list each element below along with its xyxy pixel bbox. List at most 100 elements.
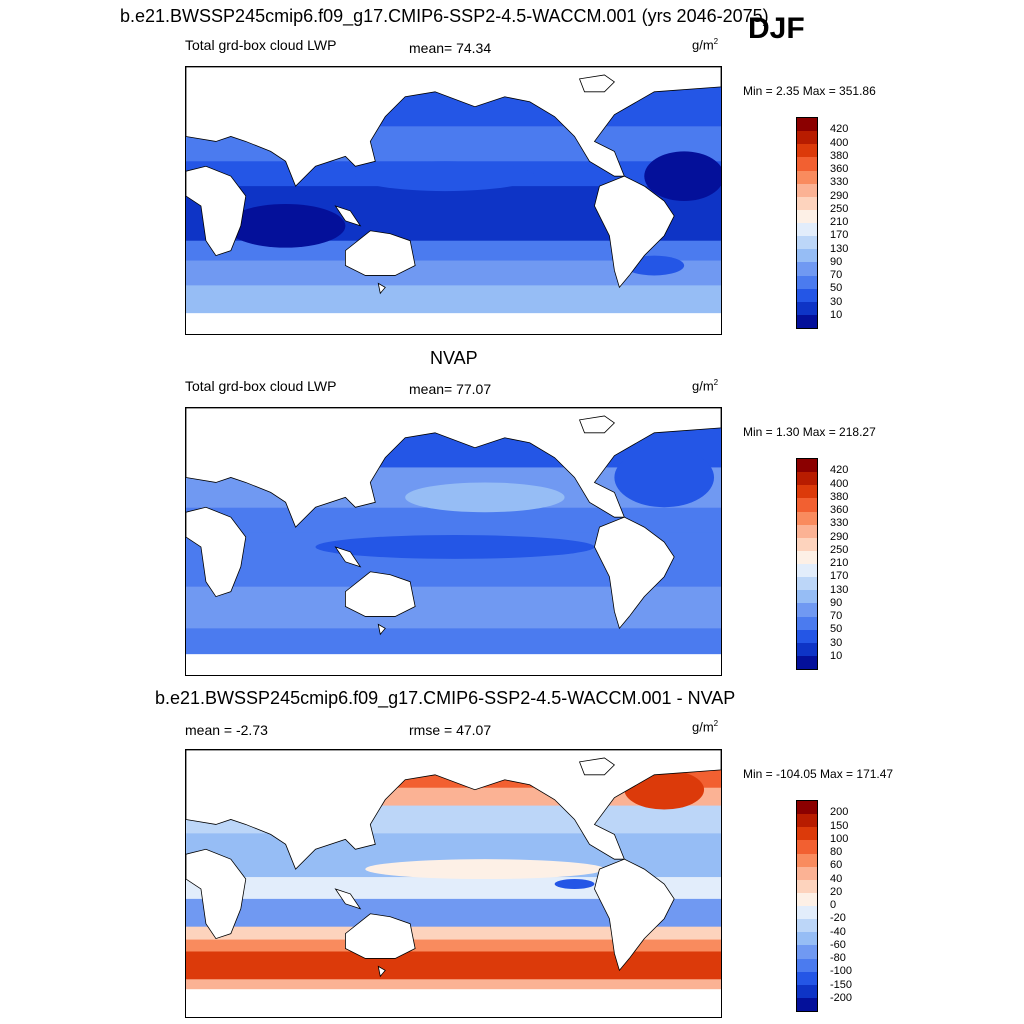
- colorbar-tick-label: 210: [830, 216, 849, 228]
- colorbar-obs: [796, 458, 818, 670]
- colorbar-swatch: [797, 616, 817, 630]
- colorbar-tick-label: 170: [830, 229, 849, 242]
- colorbar-tick-label: 90: [830, 596, 843, 609]
- colorbar-swatch: [797, 840, 817, 854]
- colorbar-tick-label: 400: [830, 477, 849, 490]
- colorbar-swatch: [797, 932, 817, 946]
- colorbar-swatch: [797, 642, 817, 656]
- colorbar-tick-label: 380: [830, 149, 849, 162]
- colorbar-tick-label: 50: [830, 623, 843, 636]
- colorbar-tick-label: 330: [830, 176, 849, 189]
- colorbar-tick-label: 250: [830, 202, 849, 215]
- colorbar-swatch: [797, 288, 817, 302]
- panel-variable-label: Total grd-box cloud LWP: [185, 378, 337, 394]
- panel-minmax: Min = 2.35 Max = 351.86: [743, 84, 876, 98]
- season-label: DJF: [748, 12, 805, 45]
- colorbar-swatch: [797, 314, 817, 328]
- colorbar-swatch: [797, 249, 817, 263]
- panel-mean-label: mean= 77.07: [409, 381, 492, 397]
- colorbar-tick-label: -80: [830, 952, 846, 964]
- colorbar-swatch: [797, 223, 817, 237]
- colorbar-swatch: [797, 459, 817, 473]
- colorbar-tick-label: 360: [830, 163, 849, 175]
- panel-mean-label: mean= 74.34: [409, 40, 492, 56]
- colorbar-swatch: [797, 564, 817, 578]
- colorbar-tick-label: 80: [830, 846, 843, 858]
- colorbar-swatch: [797, 485, 817, 499]
- colorbar-swatch: [797, 301, 817, 315]
- colorbar-tick-label: 20: [830, 885, 843, 898]
- colorbar-tick-label: 400: [830, 136, 849, 149]
- colorbar-swatch: [797, 879, 817, 893]
- colorbar-swatch: [797, 629, 817, 643]
- colorbar-tick-label: 200: [830, 806, 849, 819]
- main-title: b.e21.BWSSP245cmip6.f09_g17.CMIP6-SSP2-4…: [120, 6, 769, 26]
- panel-title-diff: b.e21.BWSSP245cmip6.f09_g17.CMIP6-SSP2-4…: [155, 688, 736, 708]
- colorbar-tick-label: 420: [830, 123, 849, 136]
- colorbar-swatch: [797, 537, 817, 551]
- map-diff-canvas: [186, 750, 721, 1017]
- colorbar-tick-label: 290: [830, 530, 849, 543]
- colorbar-tick-label: 30: [830, 295, 843, 308]
- map-diff: [185, 749, 722, 1018]
- colorbar-swatch: [797, 209, 817, 223]
- colorbar-swatch: [797, 892, 817, 906]
- colorbar-tick-label: 100: [830, 832, 849, 845]
- colorbar-tick-label: 10: [830, 649, 843, 662]
- colorbar-tick-label: 30: [830, 636, 843, 649]
- colorbar-swatch: [797, 170, 817, 184]
- colorbar-swatch: [797, 157, 817, 171]
- colorbar-tick-label: 290: [830, 189, 849, 202]
- panel-unit: g/m2: [692, 378, 719, 394]
- colorbar-tick-label: 40: [830, 872, 843, 885]
- colorbar-tick-label: 170: [830, 570, 849, 583]
- map-model-canvas: [186, 67, 721, 334]
- colorbar-tick-label: 50: [830, 282, 843, 295]
- colorbar-swatch: [797, 801, 817, 815]
- colorbar-swatch: [797, 118, 817, 132]
- colorbar-tick-label: -150: [830, 978, 853, 991]
- colorbar-swatch: [797, 997, 817, 1011]
- colorbar-swatch: [797, 919, 817, 933]
- colorbar-swatch: [797, 275, 817, 289]
- colorbar-swatch: [797, 144, 817, 158]
- colorbar-swatch: [797, 655, 817, 669]
- panel-variable-label: Total grd-box cloud LWP: [185, 37, 337, 53]
- colorbar-swatch: [797, 814, 817, 828]
- colorbar-tick-label: 420: [830, 464, 849, 477]
- colorbar-tick-label: 380: [830, 490, 849, 503]
- colorbar-tick-label: 330: [830, 517, 849, 530]
- colorbar-diff: [796, 800, 818, 1012]
- map-obs-canvas: [186, 408, 721, 675]
- map-model: [185, 66, 722, 335]
- panel-unit: g/m2: [692, 719, 719, 735]
- colorbar-swatch: [797, 866, 817, 880]
- colorbar-swatch: [797, 945, 817, 959]
- colorbar-swatch: [797, 511, 817, 525]
- colorbar-swatch: [797, 958, 817, 972]
- colorbar-tick-label: -100: [830, 965, 853, 978]
- colorbar-model: [796, 117, 818, 329]
- colorbar-swatch: [797, 472, 817, 486]
- panel-minmax: Min = -104.05 Max = 171.47: [743, 767, 894, 781]
- colorbar-swatch: [797, 906, 817, 920]
- panel-rmse-label: rmse = 47.07: [409, 722, 492, 738]
- colorbar-tick-label: 130: [830, 242, 849, 255]
- colorbar-tick-label: 60: [830, 859, 843, 872]
- colorbar-tick-label: -200: [830, 991, 853, 1004]
- colorbar-tick-label: -40: [830, 925, 846, 938]
- colorbar-tick-label: 10: [830, 308, 843, 321]
- colorbar-swatch: [797, 550, 817, 564]
- colorbar-swatch: [797, 262, 817, 276]
- colorbar-tick-label: 210: [830, 557, 849, 569]
- colorbar-swatch: [797, 131, 817, 145]
- colorbar-swatch: [797, 590, 817, 604]
- map-obs: [185, 407, 722, 676]
- colorbar-swatch: [797, 196, 817, 210]
- colorbar-swatch: [797, 577, 817, 591]
- colorbar-tick-label: 360: [830, 504, 849, 516]
- colorbar-tick-label: 250: [830, 543, 849, 556]
- panel-unit: g/m2: [692, 37, 719, 53]
- colorbar-swatch: [797, 236, 817, 250]
- colorbar-tick-label: 90: [830, 255, 843, 268]
